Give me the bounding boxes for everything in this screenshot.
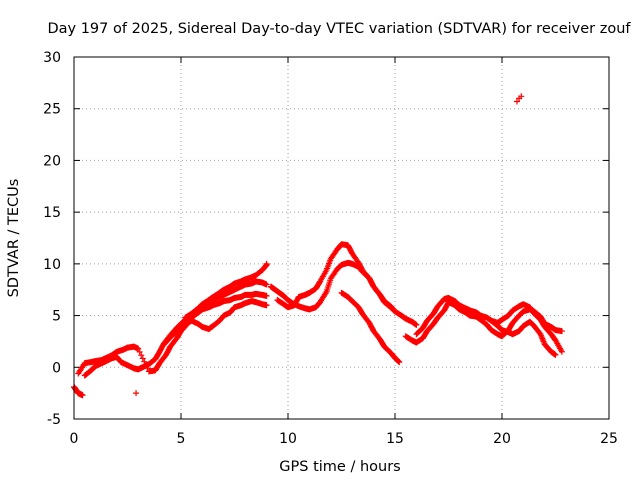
data-point [518,93,525,100]
y-tick-label: -5 [47,412,61,428]
x-tick-label: 25 [600,431,618,447]
y-tick-label: 30 [43,50,61,66]
x-tick-label: 10 [279,431,297,447]
y-tick-label: 20 [43,153,61,169]
data-point [396,359,403,366]
y-tick-label: 10 [43,257,61,273]
data-point-interp [141,358,148,365]
data-points [71,93,565,399]
data-point [558,348,565,355]
data-point [413,321,420,328]
data-point [513,98,520,105]
y-tick-label: 15 [43,205,61,221]
data-point-interp [144,365,151,372]
y-axis-label: SDTVAR / TECUs [6,179,22,298]
x-tick-label: 0 [70,431,79,447]
chart-title: Day 197 of 2025, Sidereal Day-to-day VTE… [47,21,631,37]
data-point-interp [138,352,145,359]
data-point [392,308,398,315]
x-tick-label: 5 [177,431,186,447]
y-tick-label: 5 [52,309,61,325]
data-point-interp [142,361,149,368]
plot-frame [73,56,610,420]
y-tick-label: 25 [43,102,61,118]
data-point [263,281,270,288]
data-point-interp [139,355,146,362]
data-point [263,302,270,309]
y-tick-label: 0 [52,360,61,376]
data-point [263,292,270,299]
data-point [79,392,86,399]
data-point [558,328,565,335]
x-tick-label: 20 [493,431,511,447]
x-tick-label: 15 [386,431,404,447]
data-point [552,351,559,358]
data-point-interp [136,348,143,355]
data-point [263,260,270,267]
data-point [135,345,142,352]
data-point [133,390,140,397]
x-axis-label: GPS time / hours [279,459,400,475]
data-point-interp [391,307,398,314]
grid-lines [74,57,609,419]
